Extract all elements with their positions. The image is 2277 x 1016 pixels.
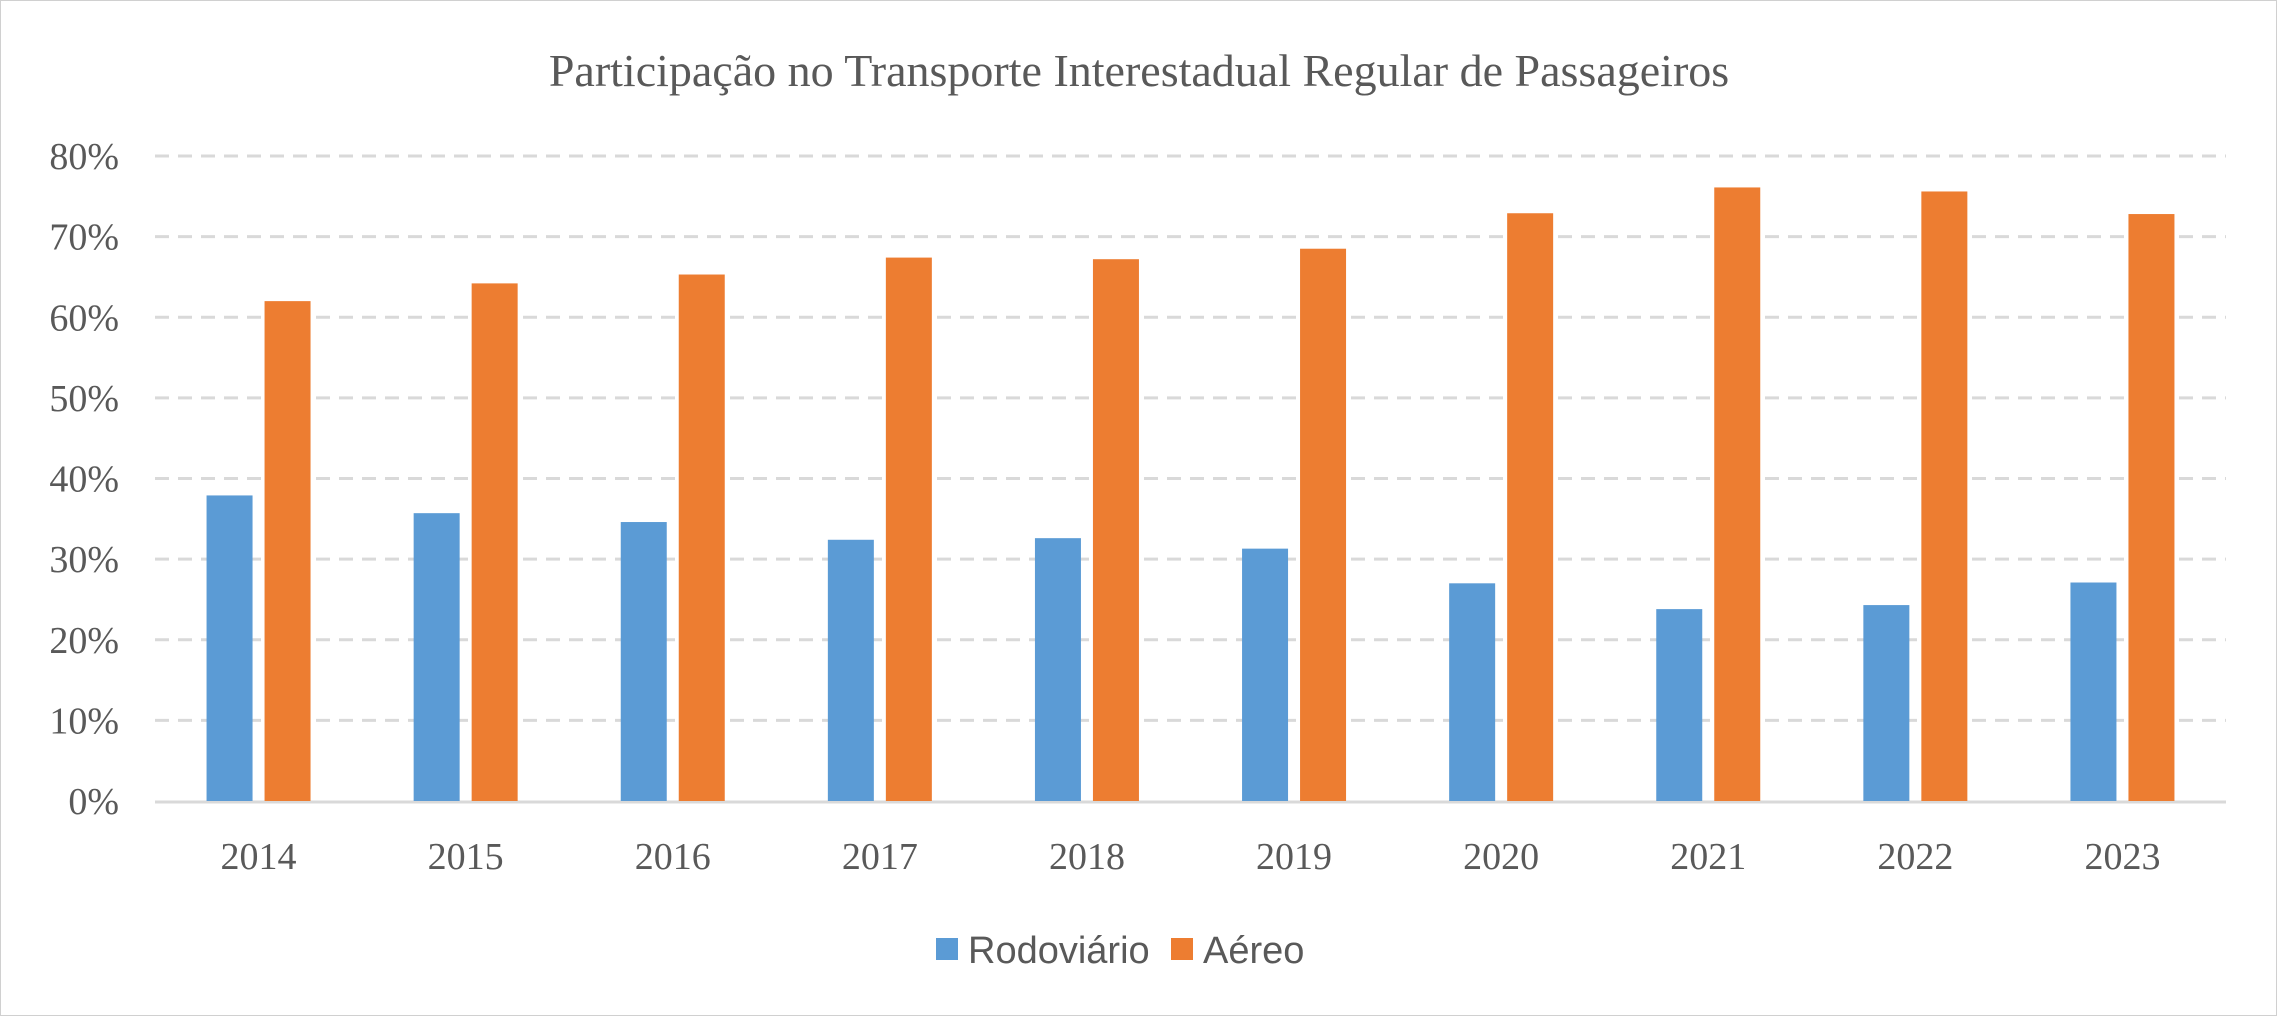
bar-2014-1 bbox=[264, 301, 311, 801]
chart-title: Participação no Transporte Interestadual… bbox=[549, 45, 1729, 96]
gridlines bbox=[155, 154, 2226, 804]
bar-2014-0 bbox=[206, 495, 253, 801]
bar-2020-0 bbox=[1449, 583, 1496, 801]
x-tick-label: 2017 bbox=[842, 836, 918, 878]
bar-2017-1 bbox=[885, 257, 932, 801]
bar-2020-1 bbox=[1507, 213, 1554, 801]
x-tick-label: 2014 bbox=[221, 836, 297, 878]
y-tick-label: 10% bbox=[49, 700, 119, 742]
bar-2016-0 bbox=[620, 522, 667, 801]
x-tick-label: 2023 bbox=[2084, 836, 2160, 878]
bar-2019-0 bbox=[1242, 548, 1289, 801]
y-tick-label: 80% bbox=[49, 136, 119, 178]
y-tick-label: 50% bbox=[49, 378, 119, 420]
bar-2015-1 bbox=[471, 283, 518, 801]
legend-label: Rodoviário bbox=[968, 930, 1150, 972]
x-tick-label: 2016 bbox=[635, 836, 711, 878]
legend-swatch bbox=[936, 938, 958, 960]
x-axis-ticks: 2014 2015 2016 2017 2018 2019 2020 2021 2022 2023 bbox=[221, 836, 2161, 878]
bar-2022-0 bbox=[1863, 605, 1910, 801]
bar-2019-1 bbox=[1300, 248, 1347, 801]
x-tick-label: 2018 bbox=[1049, 836, 1125, 878]
x-tick-label: 2020 bbox=[1463, 836, 1539, 878]
bar-2021-0 bbox=[1656, 609, 1703, 801]
bar-2023-1 bbox=[2128, 214, 2175, 802]
legend-label: Aéreo bbox=[1203, 930, 1304, 972]
y-tick-label: 70% bbox=[49, 217, 119, 259]
x-tick-label: 2021 bbox=[1670, 836, 1746, 878]
x-tick-label: 2015 bbox=[428, 836, 504, 878]
bar-2015-0 bbox=[413, 513, 460, 801]
legend-swatch bbox=[1171, 938, 1193, 960]
y-tick-label: 0% bbox=[68, 781, 119, 823]
y-tick-label: 40% bbox=[49, 459, 119, 501]
y-tick-label: 20% bbox=[49, 620, 119, 662]
bars bbox=[206, 187, 2175, 802]
bar-2023-0 bbox=[2070, 582, 2117, 801]
bar-2018-0 bbox=[1034, 538, 1081, 801]
legend: Rodoviário Aéreo bbox=[936, 930, 1304, 972]
bar-2022-1 bbox=[1921, 191, 1968, 802]
y-tick-label: 30% bbox=[49, 539, 119, 581]
x-tick-label: 2022 bbox=[1877, 836, 1953, 878]
x-tick-label: 2019 bbox=[1256, 836, 1332, 878]
bar-2017-0 bbox=[827, 539, 874, 801]
bar-2016-1 bbox=[678, 274, 725, 801]
bar-2021-1 bbox=[1714, 187, 1761, 802]
y-tick-label: 60% bbox=[49, 297, 119, 339]
y-axis-ticks: 0% 10% 20% 30% 40% 50% 60% 70% 80% bbox=[49, 136, 119, 823]
bar-2018-1 bbox=[1092, 259, 1139, 801]
